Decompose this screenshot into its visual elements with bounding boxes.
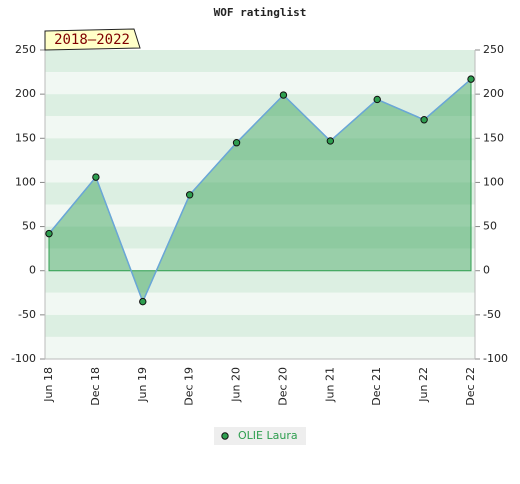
y-tick-label-right: 250: [483, 43, 504, 56]
background-band: [45, 72, 475, 95]
background-band: [45, 94, 475, 117]
y-tick-label: 0: [29, 264, 36, 277]
point: [420, 116, 428, 124]
background-band: [45, 336, 475, 359]
background-band: [45, 270, 475, 293]
background-band: [45, 116, 475, 139]
x-tick-label: Dec 18: [89, 367, 102, 406]
y-tick-label: -50: [18, 308, 36, 321]
annotation: 2018–2022: [54, 32, 130, 48]
x-tick-label: Jun 19: [136, 367, 149, 403]
x-tick-label: Jun 22: [417, 367, 430, 403]
chart-title: WOF ratinglist: [214, 6, 307, 19]
y-tick-label: 50: [22, 220, 36, 233]
point: [45, 229, 53, 238]
y-tick-label-right: -100: [483, 352, 508, 365]
y-tick-label: 150: [15, 131, 36, 144]
y-tick-label: 100: [15, 175, 36, 188]
y-tick-label-right: 100: [483, 175, 504, 188]
x-tick-label: Dec 20: [276, 367, 289, 406]
background-band: [45, 160, 475, 183]
background-band: [45, 50, 475, 73]
y-tick-label-right: 50: [483, 220, 497, 233]
background-band: [45, 138, 475, 161]
x-tick-label: Jun 21: [323, 367, 336, 403]
point: [92, 173, 100, 181]
line: [48, 78, 472, 304]
x-tick-label: Jun 20: [230, 367, 243, 403]
point: [326, 137, 335, 145]
y-tick-label-right: 0: [483, 264, 490, 277]
background-band: [45, 314, 475, 337]
y-tick-label: -100: [11, 352, 36, 365]
legend-marker: [221, 432, 229, 440]
y-tick-label-right: 200: [483, 87, 504, 100]
point: [279, 91, 288, 99]
point: [373, 95, 381, 104]
point: [139, 297, 147, 306]
legend-box: [214, 427, 306, 445]
annotation-box: [44, 28, 141, 51]
x-tick-label: Jun 18: [42, 367, 55, 403]
y-tick-label: 250: [15, 43, 36, 56]
x-tick-label: Dec 21: [370, 367, 383, 406]
y-tick-label-right: 150: [483, 131, 504, 144]
background-band: [45, 182, 475, 205]
x-tick-label: Dec 22: [464, 367, 477, 406]
point: [467, 75, 475, 83]
background-band: [45, 292, 475, 315]
point: [185, 191, 194, 199]
x-tick-label: Dec 19: [183, 367, 196, 406]
y-tick-label: 200: [15, 87, 36, 100]
legend-label: OLIE Laura: [238, 429, 298, 442]
background-band: [45, 226, 475, 249]
point: [232, 139, 241, 147]
background-band: [45, 204, 475, 227]
background-band: [45, 248, 475, 271]
y-tick-label-right: -50: [483, 308, 501, 321]
